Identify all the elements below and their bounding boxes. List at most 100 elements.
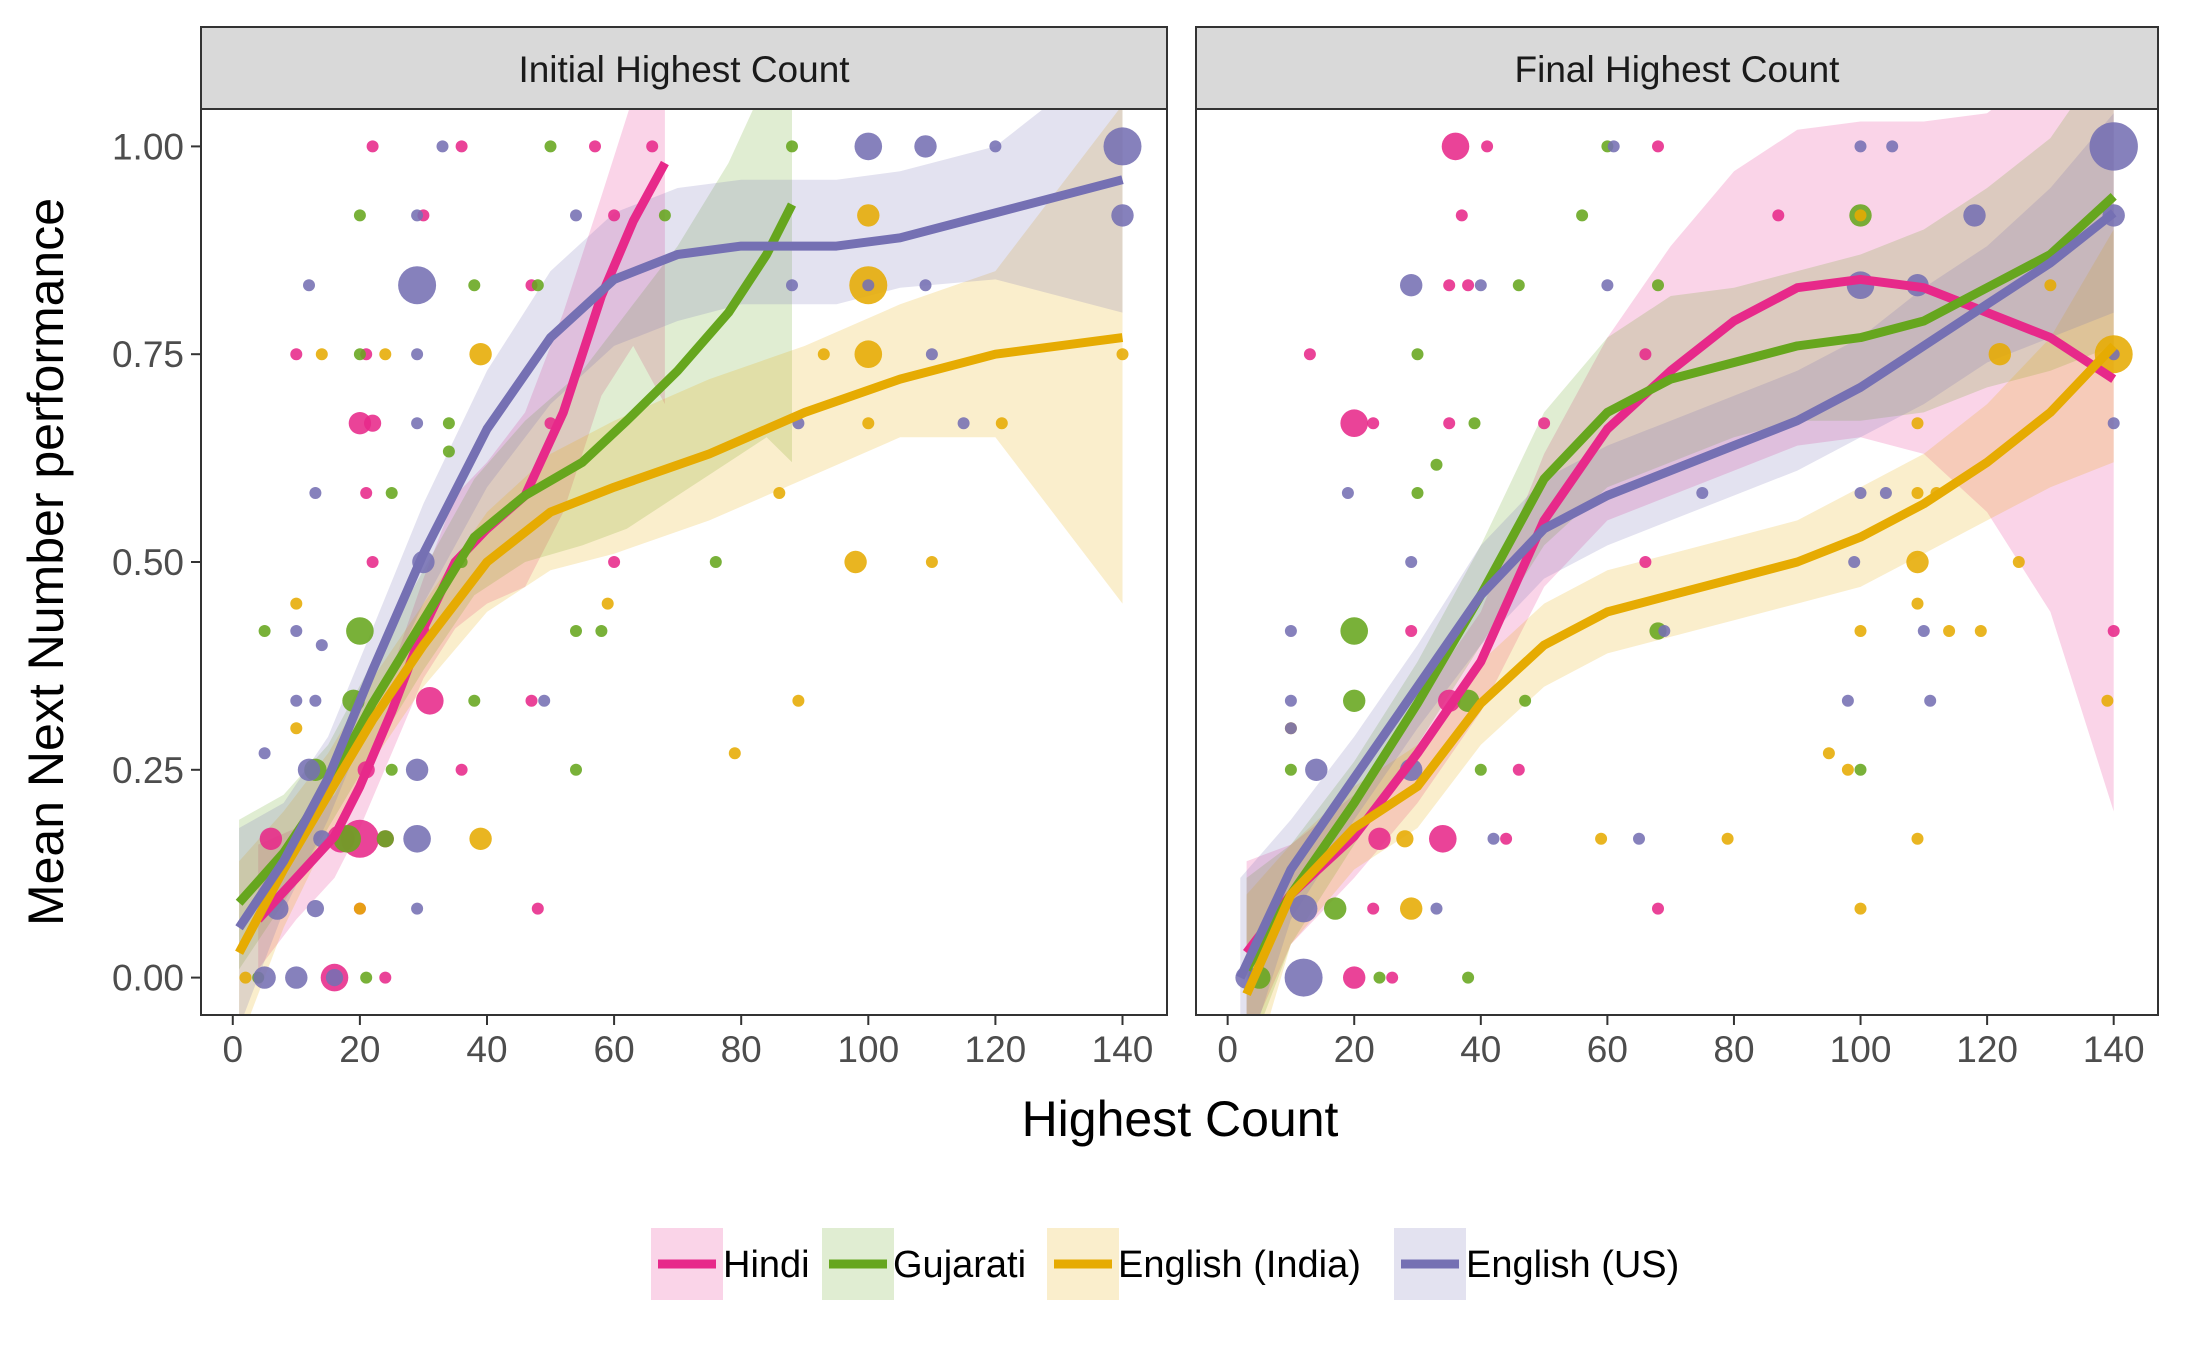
point-hindi — [1639, 556, 1652, 568]
point-english-india — [1906, 550, 1929, 574]
point-english-us — [919, 279, 932, 292]
point-gujarati — [658, 209, 671, 222]
point-english-india — [239, 971, 252, 984]
point-gujarati — [1343, 689, 1366, 712]
y-tick-label: 0.00 — [112, 958, 184, 999]
smooth-line-english-india — [235, 333, 1124, 955]
ribbon-hindi — [1246, 109, 2114, 1015]
point-english-us — [1284, 625, 1297, 637]
x-tick-label: 0 — [1217, 1029, 1238, 1070]
point-english-us — [1305, 758, 1328, 781]
point-english-india — [469, 343, 492, 366]
point-gujarati — [1462, 971, 1475, 984]
point-english-us — [325, 969, 344, 987]
point-hindi — [525, 694, 538, 707]
smooth-line-english-us — [1236, 209, 2117, 980]
point-english-us — [2107, 417, 2120, 430]
point-english-us — [1430, 902, 1443, 915]
point-english-us — [309, 694, 322, 707]
point-english-us — [1284, 958, 1323, 997]
x-axis-initial: 0 20 40 60 80 100 120 140 — [222, 1015, 1153, 1070]
point-hindi — [589, 140, 601, 153]
point-english-india — [1116, 348, 1129, 361]
y-tick-label: 1.00 — [112, 126, 184, 167]
point-hindi — [259, 827, 283, 850]
point-english-us — [570, 209, 582, 222]
point-english-india — [1396, 830, 1414, 848]
point-english-india — [1822, 747, 1835, 760]
x-tick-label: 100 — [837, 1029, 899, 1070]
point-english-us — [1341, 487, 1354, 499]
point-english-india — [469, 827, 492, 850]
point-english-india — [379, 348, 392, 361]
x-tick-label: 120 — [965, 1029, 1027, 1070]
strip-initial — [200, 26, 1168, 110]
point-hindi — [608, 556, 621, 568]
point-english-us — [1917, 625, 1930, 637]
legend-item-english-us: English (US) — [1394, 1228, 1679, 1300]
point-hindi — [1368, 827, 1391, 850]
point-gujarati — [1340, 617, 1368, 645]
point-english-us — [1841, 694, 1854, 707]
x-tick-label: 20 — [339, 1029, 380, 1070]
point-english-us — [253, 966, 276, 989]
point-english-us — [1854, 140, 1867, 153]
point-gujarati — [468, 694, 481, 707]
point-english-us — [1879, 487, 1892, 499]
x-tick-label: 40 — [466, 1029, 507, 1070]
point-english-us — [1405, 556, 1418, 568]
point-gujarati — [709, 556, 722, 568]
legend-item-hindi: Hindi — [651, 1228, 810, 1300]
point-english-india — [315, 348, 328, 361]
y-tick-label: 0.50 — [112, 542, 184, 583]
point-gujarati — [1652, 279, 1664, 292]
point-hindi — [1538, 417, 1551, 430]
x-tick-label: 100 — [1830, 1029, 1892, 1070]
point-english-us — [258, 747, 271, 760]
point-english-india — [1911, 597, 1924, 610]
point-gujarati — [1411, 348, 1424, 361]
point-gujarati — [1474, 763, 1487, 776]
point-gujarati — [1373, 971, 1386, 984]
x-tick-label: 60 — [1587, 1029, 1628, 1070]
point-english-us — [854, 132, 883, 161]
point-hindi — [1405, 625, 1418, 637]
legend-label-hindi: Hindi — [723, 1244, 810, 1286]
point-english-us — [1487, 832, 1500, 845]
point-english-india — [857, 204, 880, 227]
point-hindi — [416, 687, 444, 715]
point-hindi — [1652, 902, 1664, 915]
point-english-us — [1400, 274, 1423, 297]
point-english-us — [1601, 279, 1614, 292]
point-gujarati — [346, 617, 374, 645]
point-english-us — [1854, 487, 1867, 499]
point-english-us — [786, 279, 798, 292]
point-gujarati — [385, 487, 398, 499]
point-english-india — [792, 694, 805, 707]
point-hindi — [1367, 902, 1380, 915]
point-gujarati — [1324, 897, 1347, 920]
point-english-india — [844, 550, 867, 574]
x-axis-final: 0 20 40 60 80 100 120 140 — [1217, 1015, 2145, 1070]
panel-final: Final Highest Count 0 20 40 60 80 100 120 140 — [1195, 26, 2159, 1070]
smooth-line-english-india — [1242, 342, 2117, 997]
smooth-line-english-us — [235, 175, 1124, 931]
y-tick-label: 0.25 — [112, 750, 184, 791]
point-gujarati — [468, 279, 481, 292]
point-english-india — [1911, 417, 1924, 430]
point-hindi — [1340, 409, 1368, 438]
point-hindi — [1652, 140, 1664, 153]
point-english-us — [957, 417, 970, 430]
point-english-us — [315, 639, 328, 652]
strip-title-final: Final Highest Count — [1515, 49, 1841, 90]
point-english-india — [995, 417, 1008, 430]
point-gujarati — [1430, 458, 1443, 471]
point-english-us — [1924, 694, 1937, 707]
point-english-us — [1633, 832, 1645, 845]
point-hindi — [366, 140, 379, 153]
point-english-india — [862, 417, 875, 430]
point-english-india — [2044, 279, 2057, 292]
point-gujarati — [353, 348, 366, 361]
point-english-india — [1854, 209, 1867, 222]
